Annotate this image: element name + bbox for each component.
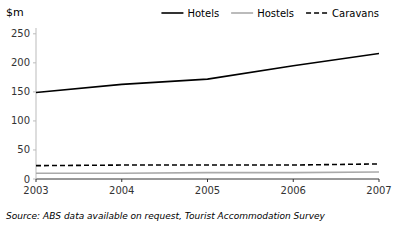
legend-swatch: [231, 12, 253, 14]
y-tick-label: 50: [17, 144, 30, 155]
x-tick-label: 2003: [23, 185, 48, 196]
x-tick-label: 2005: [195, 185, 220, 196]
x-tick: [121, 179, 122, 182]
legend-label: Hotels: [187, 8, 219, 19]
y-tick-label: 100: [11, 115, 30, 126]
plot-area: [36, 54, 379, 174]
y-tick: [33, 33, 36, 34]
y-tick-label: 200: [11, 57, 30, 68]
x-tick-label: 2006: [281, 185, 306, 196]
y-tick: [33, 149, 36, 150]
legend: Hotels Hostels Caravans: [161, 8, 379, 19]
x-tick: [36, 179, 37, 182]
y-axis-line: [36, 28, 37, 179]
x-tick: [379, 179, 380, 182]
chart: 0 50 100 150 200 250 2003 2004 2005 2006 2007 $m Hot…: [0, 0, 397, 227]
legend-swatch: [161, 12, 183, 14]
series-line: [36, 172, 379, 173]
legend-item: Caravans: [306, 8, 379, 19]
x-tick: [207, 179, 208, 182]
x-tick-label: 2007: [366, 185, 391, 196]
legend-item: Hostels: [231, 8, 294, 19]
y-tick: [33, 91, 36, 92]
legend-swatch: [306, 12, 328, 14]
series-line: [36, 54, 379, 93]
y-tick-label: 250: [11, 28, 30, 39]
y-tick-label: 0: [24, 174, 30, 185]
y-axis-label: $m: [6, 6, 24, 19]
legend-label: Caravans: [332, 8, 379, 19]
y-tick-label: 150: [11, 86, 30, 97]
series-line: [36, 164, 379, 166]
y-tick: [33, 120, 36, 121]
legend-label: Hostels: [257, 8, 294, 19]
y-tick: [33, 62, 36, 63]
source-note: Source: ABS data available on request, T…: [6, 211, 326, 221]
x-tick: [293, 179, 294, 182]
x-tick-label: 2004: [109, 185, 134, 196]
legend-item: Hotels: [161, 8, 219, 19]
